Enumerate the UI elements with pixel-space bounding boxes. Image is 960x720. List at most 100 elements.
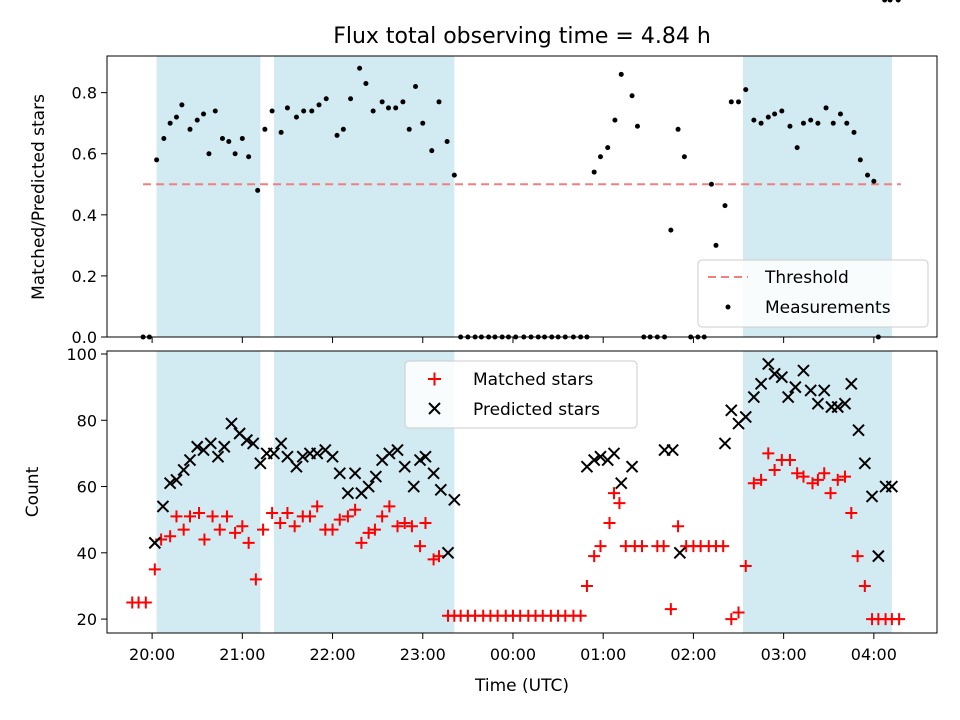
- count-y-tick-label: 20: [77, 610, 97, 629]
- measurement-point: [612, 117, 618, 123]
- count-legend-box: [404, 360, 638, 429]
- count-observing-window-1: [156, 351, 261, 633]
- matched-star-point: [725, 613, 738, 626]
- predicted-star-point: [789, 380, 802, 394]
- matched-star-point: [762, 447, 775, 460]
- count-axes-frame: [106, 350, 938, 634]
- predicted-star-point: [191, 440, 204, 453]
- count-observing-window-3: [743, 351, 892, 633]
- measurement-point: [406, 126, 412, 132]
- count-y-tick-label: 60: [77, 478, 97, 497]
- measurement-point: [668, 227, 674, 233]
- predicted-star-point: [775, 370, 789, 384]
- measurement-point: [444, 139, 450, 145]
- matched-star-point: [414, 540, 427, 553]
- predicted-star-point: [725, 404, 738, 417]
- predicted-star-point: [362, 480, 375, 493]
- predicted-star-point: [156, 500, 170, 513]
- measurement-points: [140, 0, 901, 340]
- measurement-point: [851, 129, 857, 135]
- predicted-star-point: [587, 453, 601, 467]
- measurement-point: [808, 117, 814, 123]
- predicted-star-point: [183, 453, 197, 467]
- measurement-point: [293, 114, 299, 120]
- measurement-point: [161, 135, 167, 141]
- predicted-star-point: [225, 417, 238, 430]
- predicted-star-point: [865, 490, 879, 503]
- predicted-star-point: [838, 397, 852, 410]
- predicted-star-point: [170, 473, 183, 487]
- measurement-point: [800, 120, 806, 126]
- predicted-star-point: [281, 450, 294, 463]
- matched-star-point: [818, 467, 831, 480]
- matched-star-point: [664, 603, 677, 616]
- matched-star-point: [177, 523, 190, 536]
- measurement-point: [618, 71, 624, 77]
- measurement-point: [823, 105, 829, 111]
- measurement-point: [634, 123, 640, 129]
- measurement-point: [167, 120, 173, 126]
- predicted-star-point: [594, 450, 607, 463]
- measurement-point: [212, 108, 218, 114]
- measurement-point: [605, 145, 611, 151]
- ratio-y-tick-label: 0.8: [72, 84, 97, 103]
- matched-star-point: [198, 533, 211, 546]
- measurement-point: [772, 111, 778, 117]
- matched-star-point: [249, 573, 262, 586]
- count-y-tick-label: 40: [77, 544, 97, 563]
- predicted-star-point: [246, 437, 260, 450]
- predicted-star-points: [148, 357, 899, 563]
- matched-star-point: [341, 510, 354, 523]
- predicted-star-point: [718, 437, 732, 450]
- measurement-point: [370, 108, 376, 114]
- predicted-star-point: [391, 443, 404, 457]
- matched-star-point: [193, 507, 206, 520]
- matched-star-point: [717, 540, 730, 553]
- measurement-point: [871, 178, 877, 184]
- predicted-star-point: [218, 440, 231, 453]
- ratio-axes-frame: [106, 55, 938, 338]
- measurement-point: [895, 0, 901, 3]
- measurement-point: [708, 181, 714, 187]
- matched-star-point: [391, 520, 404, 533]
- measurement-point: [206, 151, 212, 157]
- predicted-star-point: [383, 447, 396, 460]
- legend-measurements-label: Measurements: [765, 298, 891, 318]
- matched-star-point: [184, 510, 196, 523]
- ratio-x-ticks: [151, 337, 875, 343]
- matched-star-point: [608, 487, 621, 500]
- ratio-y-tick-label: 0.4: [72, 206, 97, 225]
- count-y-ticks: 20 40 60 80 100: [66, 345, 107, 629]
- predicted-star-point: [398, 460, 411, 473]
- matched-star-point: [349, 503, 362, 516]
- measurement-point: [675, 126, 681, 132]
- x-axis-label: Time (UTC): [474, 676, 569, 696]
- matched-star-point: [311, 500, 324, 513]
- measurement-point: [751, 117, 757, 123]
- count-x-ticks: 20:00 21:00 22:00 23:00 00:00 01:00 02:00 03:00…: [129, 633, 897, 664]
- matched-star-point: [747, 477, 760, 490]
- measurement-point: [363, 80, 369, 86]
- predicted-star-point: [441, 546, 455, 560]
- legend-matched-swatch: [428, 372, 441, 386]
- measurement-point: [357, 65, 363, 71]
- predicted-star-point: [739, 410, 752, 424]
- x-tick-label: 23:00: [400, 645, 446, 664]
- measurement-point: [429, 148, 435, 154]
- measurement-point: [857, 157, 863, 163]
- measurement-point: [173, 114, 179, 120]
- measurement-point: [758, 120, 764, 126]
- measurement-point: [779, 108, 785, 114]
- predicted-star-point: [254, 457, 267, 470]
- matched-star-point: [333, 513, 346, 526]
- measurement-point: [794, 145, 800, 151]
- matched-star-point: [732, 606, 745, 619]
- measurement-point: [865, 172, 871, 178]
- measurement-point: [334, 132, 340, 138]
- measurement-point: [722, 203, 728, 209]
- measurement-point: [736, 99, 742, 105]
- matched-star-point: [398, 516, 411, 529]
- measurement-point: [179, 102, 185, 108]
- predicted-star-point: [852, 423, 865, 437]
- measurement-point: [194, 117, 200, 123]
